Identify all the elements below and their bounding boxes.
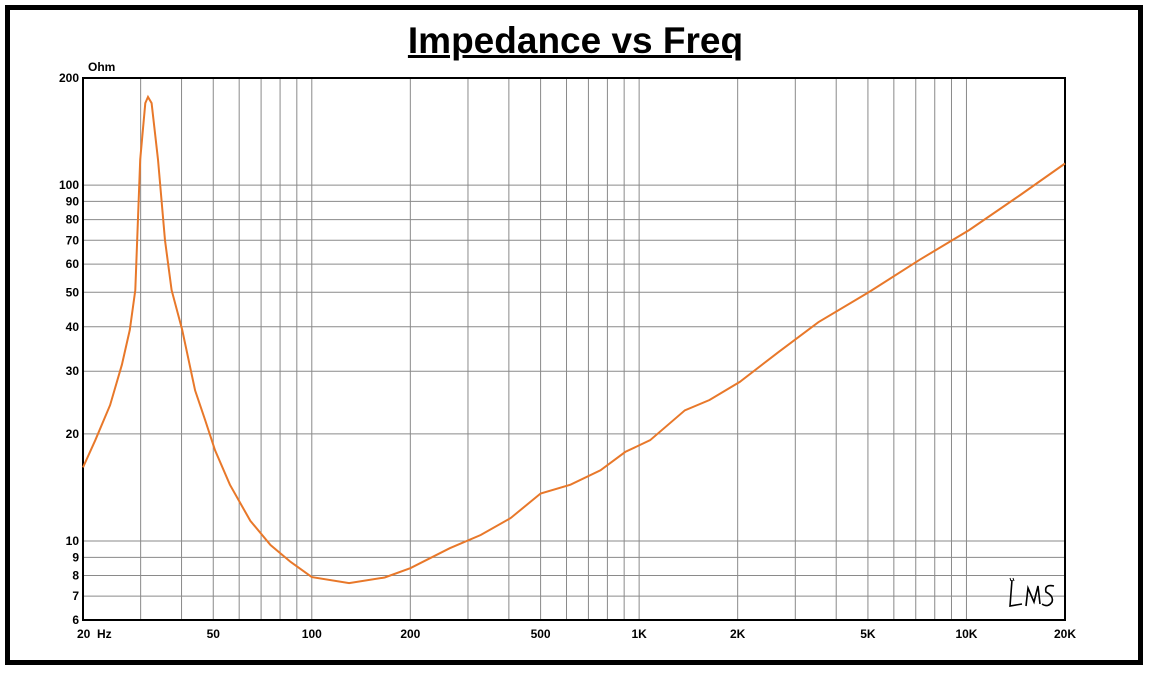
- x-tick-label: 10K: [955, 627, 977, 641]
- impedance-series-line: [82, 94, 1066, 585]
- x-tick-label: 100: [302, 627, 322, 641]
- x-tick-label: 5K: [860, 627, 876, 641]
- grid: [83, 78, 1065, 620]
- x-tick-label: 200: [400, 627, 420, 641]
- y-tick-label: 40: [66, 320, 80, 334]
- y-tick-label: 80: [66, 213, 80, 227]
- y-tick-label: 7: [72, 589, 79, 603]
- x-tick-label: 500: [531, 627, 551, 641]
- y-tick-label: 50: [66, 285, 80, 299]
- y-tick-label: 100: [59, 178, 79, 192]
- y-tick-label: 8: [72, 569, 79, 583]
- y-tick-label: 70: [66, 233, 80, 247]
- chart-title: Impedance vs Freq: [407, 20, 744, 61]
- x-tick-label: 20 Hz: [77, 627, 112, 641]
- y-axis-label: Ohm: [88, 60, 115, 74]
- plot-area: [82, 77, 1066, 621]
- y-tick-label: 30: [66, 364, 80, 378]
- y-tick-label: 9: [72, 550, 79, 564]
- y-tick-label: 20: [66, 427, 80, 441]
- lms-logo: [1009, 577, 1055, 607]
- x-axis-ticks: 20 Hz 50 100 200 500 1K 2K 5K 10K 20K: [77, 627, 1076, 641]
- y-tick-label: 60: [66, 257, 80, 271]
- x-tick-label: 2K: [730, 627, 746, 641]
- chart-frame: [5, 5, 1143, 665]
- y-tick-label: 200: [59, 71, 79, 85]
- y-axis-ticks: 200 100 90 80 70 60 50 40 30 20 10 9 8 7 6: [59, 71, 79, 627]
- x-tick-label: 50: [207, 627, 221, 641]
- x-tick-label: 1K: [631, 627, 647, 641]
- y-tick-label: 6: [72, 613, 79, 627]
- y-tick-label: 90: [66, 194, 80, 208]
- y-tick-label: 10: [66, 534, 80, 548]
- x-tick-label: 20K: [1054, 627, 1076, 641]
